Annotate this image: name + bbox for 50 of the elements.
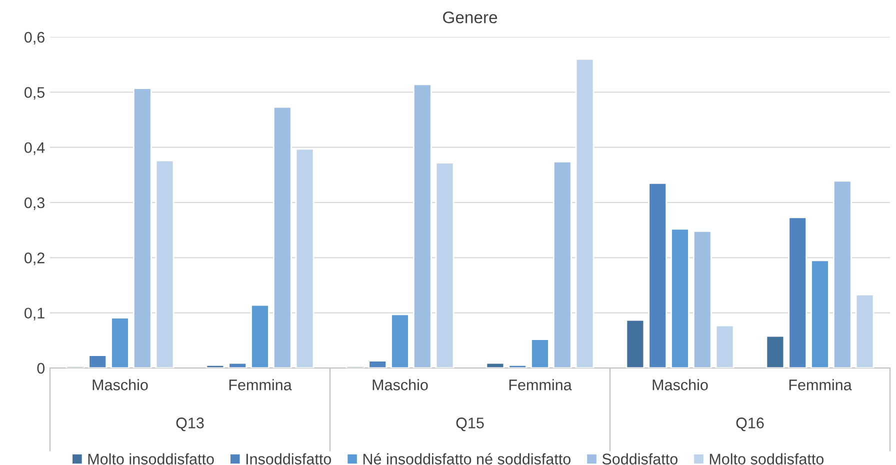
bar — [715, 324, 734, 368]
bar — [250, 304, 270, 368]
legend-label: Insoddisfatto — [246, 453, 332, 465]
y-tick-label: 0,5 — [24, 87, 44, 100]
bar — [552, 160, 572, 368]
x-tick-label: Maschio — [652, 379, 708, 390]
x-tick-label: Femmina — [509, 379, 572, 390]
x-tick-label: Maschio — [372, 379, 428, 390]
y-tick-label: 0,4 — [24, 142, 45, 155]
bar — [626, 319, 645, 368]
bar — [88, 354, 108, 368]
y-tick-label: 0,6 — [24, 32, 44, 44]
x-tick-label: Maschio — [92, 379, 148, 390]
bar — [855, 294, 874, 368]
bar — [132, 88, 152, 368]
y-tick-label: 0 — [37, 362, 45, 374]
text: Q16 — [736, 418, 764, 432]
legend-label: Né insoddisfatto né soddisfatto — [363, 453, 571, 465]
bar — [486, 362, 505, 368]
legend-label: Soddisfatto — [602, 453, 678, 465]
legend-label: Molto insoddisfatto — [88, 453, 214, 465]
bar — [508, 364, 528, 368]
bar — [206, 364, 225, 368]
bar — [788, 216, 808, 368]
bar — [670, 228, 690, 368]
bar — [412, 84, 432, 368]
bar — [155, 160, 174, 368]
bar — [295, 148, 314, 368]
bar — [228, 362, 248, 368]
bar — [575, 58, 594, 368]
y-tick-label: 0,1 — [24, 308, 44, 320]
text: Q13 — [176, 418, 204, 432]
bar — [110, 317, 130, 368]
y-tick-label: 0,2 — [24, 252, 44, 266]
bar — [272, 106, 292, 368]
bar — [810, 260, 830, 368]
bar — [390, 314, 410, 368]
legend-label: Molto soddisfatto — [710, 453, 824, 465]
bar — [368, 360, 388, 368]
x-tick-label: Femmina — [789, 379, 852, 390]
bar — [530, 338, 550, 368]
bar — [435, 162, 454, 368]
x-tick-label: Femmina — [229, 379, 292, 390]
y-tick-label: 0,3 — [24, 197, 44, 210]
bar — [832, 180, 852, 368]
bar — [692, 230, 712, 368]
bar — [766, 335, 785, 368]
text: Q15 — [456, 418, 484, 432]
chart-title: Genere — [443, 11, 498, 24]
bar — [648, 182, 668, 368]
